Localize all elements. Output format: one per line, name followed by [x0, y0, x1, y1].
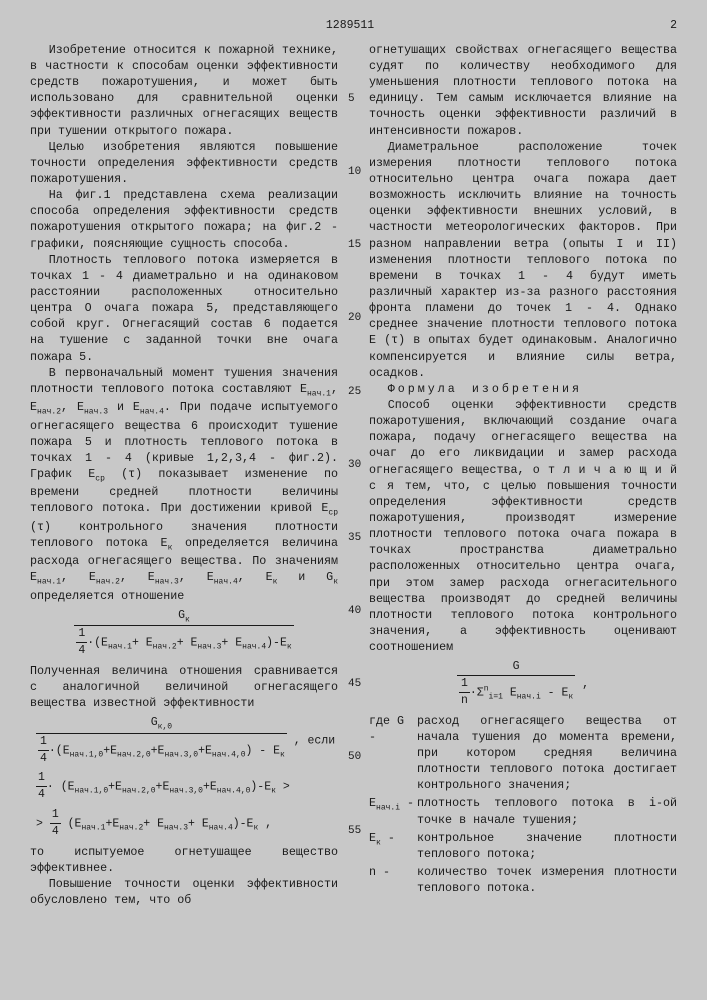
paragraph: то испытуемое огнетушащее вещество эффек…: [30, 844, 338, 876]
formula: > 14 (Eнач.1+Eнач.2+ Eнач.3+ Eнач.4)-Eк …: [36, 807, 338, 840]
formula: Gк14·(Eнач.1+ Eнач.2+ Eнач.3+ Eнач.4)-Eк: [30, 608, 338, 659]
formula: 14· (Eнач.1,0+Eнач.2,0+Eнач.3,0+Eнач.4,0…: [36, 770, 338, 803]
two-column-layout: Изобретение относится к пожарной технике…: [30, 42, 677, 909]
where-clause: где G - расход огнегасящего вещества от …: [369, 713, 677, 794]
formula: G1n·Σni=1 Eнач.i - Eк ,: [369, 659, 677, 709]
paragraph: Полученная величина отношения сравнивает…: [30, 663, 338, 711]
paragraph: огнетушащих свойствах огнегасящего вещес…: [369, 42, 677, 139]
paragraph: Диаметральное расположение точек измерен…: [369, 139, 677, 381]
where-clause: n - количество точек измерения плотности…: [369, 864, 677, 896]
where-clause: Eнач.i - плотность теплового потока в i-…: [369, 795, 677, 827]
line-number-gutter: 5 10 15 20 25 30 35 40 45 50 55: [348, 42, 359, 909]
claim-title: Формула изобретения: [369, 381, 677, 397]
where-clause: Eк - контрольное значение плотности тепл…: [369, 830, 677, 862]
left-column: Изобретение относится к пожарной технике…: [30, 42, 338, 909]
paragraph: Повышение точности оценки эффективности …: [30, 876, 338, 908]
right-column: огнетушащих свойствах огнегасящего вещес…: [369, 42, 677, 909]
paragraph: Способ оценки эффективности средств пожа…: [369, 397, 677, 655]
page-header: 1289511 2: [30, 18, 677, 34]
paragraph: Целью изобретения являются повышение точ…: [30, 139, 338, 187]
paragraph: Изобретение относится к пожарной технике…: [30, 42, 338, 139]
page-col-number: 2: [670, 18, 677, 34]
paragraph: Плотность теплового потока измеряется в …: [30, 252, 338, 365]
patent-number: 1289511: [326, 18, 374, 34]
paragraph: На фиг.1 представлена схема реализации с…: [30, 187, 338, 252]
formula: Gк,014·(Eнач.1,0+Eнач.2,0+Eнач.3,0+Eнач.…: [36, 715, 338, 766]
paragraph: В первоначальный момент тушения значения…: [30, 365, 338, 604]
